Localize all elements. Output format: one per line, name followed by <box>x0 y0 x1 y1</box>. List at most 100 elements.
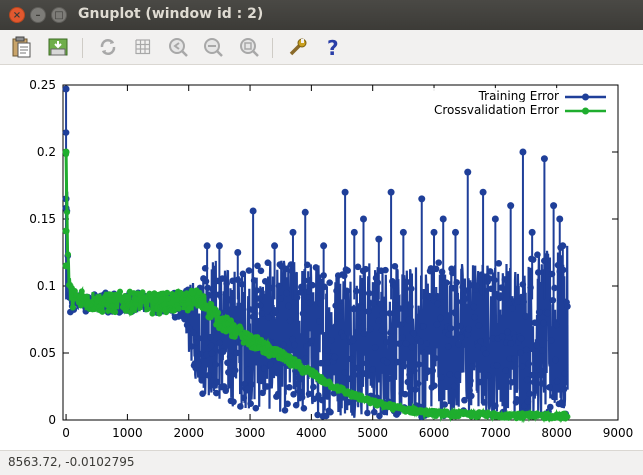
training-error-point <box>473 282 480 289</box>
configure-icon[interactable] <box>286 35 310 59</box>
training-error-point <box>519 148 527 156</box>
training-error-point <box>253 287 260 294</box>
crossvalidation-error-point <box>208 301 215 308</box>
training-error-point <box>435 259 442 266</box>
crossvalidation-error-point <box>564 413 571 420</box>
training-error-point <box>493 362 501 369</box>
next-zoom-icon[interactable] <box>201 35 225 59</box>
crossvalidation-error-point <box>165 295 172 302</box>
training-error-point <box>333 287 340 295</box>
training-error-point <box>369 366 376 373</box>
training-error-point <box>318 396 326 404</box>
training-error-point <box>219 348 227 356</box>
training-error-point <box>341 369 349 376</box>
minimize-button[interactable]: – <box>30 7 46 23</box>
training-error-point <box>479 188 487 196</box>
maximize-button[interactable]: □ <box>51 7 67 23</box>
x-tick-label: 9000 <box>603 426 634 440</box>
toolbar-separator <box>272 38 273 58</box>
training-error-point <box>438 268 446 276</box>
training-error-point <box>203 242 211 250</box>
training-error-point <box>234 249 242 256</box>
training-error-point <box>202 278 210 285</box>
training-error-point <box>518 362 526 370</box>
training-error-point <box>430 296 437 304</box>
training-error-point <box>387 188 395 196</box>
training-error-point <box>534 269 542 276</box>
crossvalidation-error-point <box>186 305 193 312</box>
training-error-point <box>337 303 345 310</box>
training-error-point <box>314 411 321 419</box>
training-error-point <box>315 392 322 399</box>
close-button[interactable]: × <box>9 7 25 23</box>
training-error-point <box>507 202 515 210</box>
training-error-point <box>455 340 462 348</box>
training-error-point <box>327 408 334 416</box>
legend-background <box>420 102 610 115</box>
print-icon[interactable] <box>46 35 70 59</box>
training-error-point <box>477 338 485 345</box>
training-error-point <box>286 317 294 325</box>
training-error-point <box>219 275 226 282</box>
training-error-point <box>399 228 407 236</box>
training-error-point <box>238 281 246 288</box>
training-error-point <box>189 329 197 336</box>
training-error-point <box>391 262 399 270</box>
training-error-point <box>553 321 560 329</box>
training-error-point <box>401 390 409 398</box>
training-error-point <box>491 215 499 223</box>
training-error-point <box>553 377 561 385</box>
training-error-point <box>425 292 433 300</box>
help-icon[interactable]: ? <box>321 35 345 60</box>
training-error-point <box>485 372 492 380</box>
autoscale-icon[interactable] <box>237 35 261 59</box>
training-error-point <box>208 349 216 357</box>
training-error-point <box>360 330 368 337</box>
training-error-point <box>475 322 483 329</box>
crossvalidation-error-point <box>83 294 90 301</box>
clipboard-icon[interactable] <box>9 35 33 59</box>
x-tick-label: 2000 <box>173 426 204 440</box>
training-error-point <box>228 298 236 305</box>
training-error-point <box>332 302 339 310</box>
crossvalidation-error-point <box>149 310 156 317</box>
x-tick-label: 4000 <box>296 426 327 440</box>
training-error-point <box>284 400 291 408</box>
training-error-point <box>431 354 439 362</box>
previous-zoom-icon[interactable] <box>166 35 190 59</box>
training-error-point <box>467 377 474 384</box>
training-error-point <box>510 355 518 363</box>
training-error-point <box>195 334 203 342</box>
y-tick-label: 0.25 <box>29 78 56 92</box>
training-error-point <box>461 396 468 404</box>
crossvalidation-error-point <box>175 305 182 312</box>
training-error-point <box>505 300 513 308</box>
training-error-point <box>492 402 499 410</box>
plot-area[interactable]: 0 0.05 0.1 0.15 0.2 0.25 0 1000 2000 3000 4000 5000… <box>0 65 643 450</box>
training-error-point <box>445 331 453 339</box>
training-error-point <box>528 228 536 236</box>
y-tick-label: 0.2 <box>37 145 56 159</box>
y-tick-label: 0.1 <box>37 279 56 293</box>
x-tick-label: 7000 <box>480 426 511 440</box>
training-error-point <box>199 390 206 397</box>
training-error-point <box>419 323 427 330</box>
training-error-point <box>316 300 324 307</box>
training-error-point <box>359 215 367 223</box>
training-error-point <box>514 298 521 305</box>
training-error-point <box>526 390 533 398</box>
training-error-point <box>399 334 406 342</box>
mouse-coordinates: 8563.72, -0.0102795 <box>8 455 135 469</box>
crossvalidation-error-point <box>240 339 247 346</box>
training-error-point <box>546 403 554 411</box>
crossvalidation-error-point <box>65 251 72 258</box>
training-error-point <box>498 333 506 340</box>
training-error-point <box>323 346 331 354</box>
y-tick-label: 0 <box>48 413 56 427</box>
training-error-point <box>261 277 269 285</box>
training-error-point <box>423 340 430 348</box>
training-error-point <box>534 251 541 259</box>
training-error-point <box>249 313 257 321</box>
replot-icon[interactable] <box>96 35 120 59</box>
grid-icon[interactable] <box>131 35 155 59</box>
